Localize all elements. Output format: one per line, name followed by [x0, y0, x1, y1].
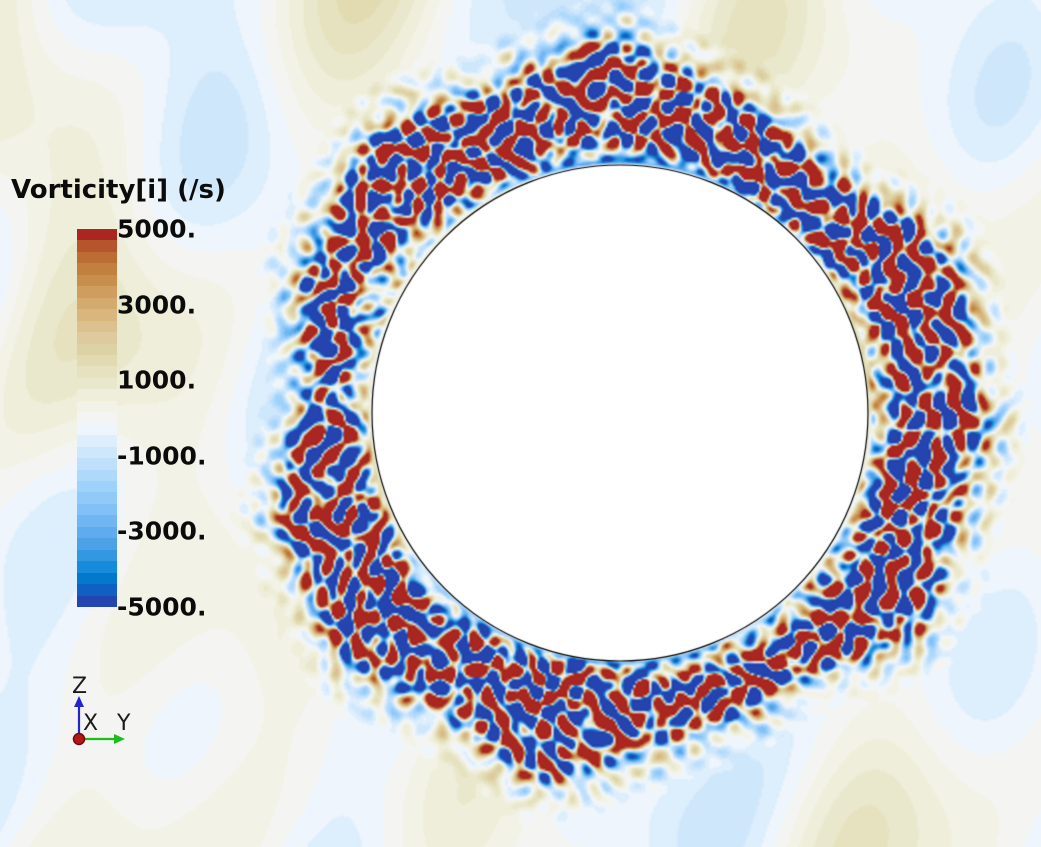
x-axis-label: X — [83, 711, 98, 736]
z-axis-arrowhead-icon — [74, 696, 84, 707]
y-axis-label: Y — [116, 711, 131, 736]
z-axis-label: Z — [72, 674, 87, 699]
y-axis-arrowhead-icon — [114, 734, 125, 744]
x-axis-origin-dot-icon — [72, 732, 86, 746]
orientation-triad: Z X Y — [72, 674, 131, 746]
